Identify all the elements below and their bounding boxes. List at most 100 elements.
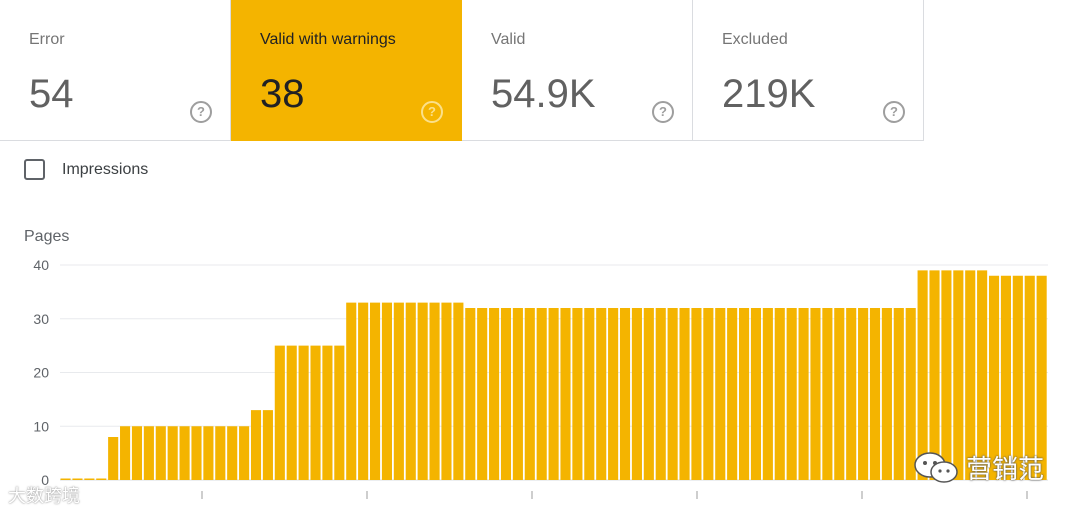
card-excluded[interactable]: Excluded 219K ? (693, 0, 924, 141)
bar (1024, 275, 1035, 480)
bar (893, 308, 904, 480)
bar (965, 270, 976, 480)
help-icon[interactable]: ? (190, 101, 212, 123)
bar (179, 426, 190, 480)
card-valid-with-warnings[interactable]: Valid with warnings 38 ? (231, 0, 462, 141)
y-tick-label: 20 (33, 365, 49, 381)
bar (262, 410, 273, 480)
bar (858, 308, 869, 480)
pages-bar-chart: 0 10 20 30 40 (33, 257, 1048, 499)
bar (988, 275, 1000, 480)
bar (96, 478, 107, 480)
bar (108, 437, 119, 480)
bar (786, 308, 797, 480)
y-tick-label: 10 (33, 418, 49, 434)
bar (405, 302, 416, 480)
bar (381, 302, 393, 480)
bar (608, 308, 619, 480)
bar (774, 308, 785, 480)
bar (977, 270, 988, 480)
bar (619, 308, 631, 480)
bar (548, 308, 559, 480)
bar (120, 426, 131, 480)
impressions-checkbox[interactable] (24, 159, 45, 180)
bar (191, 426, 202, 480)
bar (310, 345, 321, 480)
wechat-icon (914, 451, 958, 483)
help-icon[interactable]: ? (421, 101, 443, 123)
bar (560, 308, 571, 480)
bar (298, 345, 309, 480)
bar (227, 426, 238, 480)
bar (286, 345, 297, 480)
y-tick-label: 40 (33, 257, 49, 273)
card-label: Excluded (722, 31, 788, 48)
card-value: 54.9K (491, 72, 596, 116)
bar (477, 308, 488, 480)
impressions-label: Impressions (62, 160, 149, 178)
bar (596, 308, 607, 480)
bar (881, 308, 892, 480)
bar (869, 308, 881, 480)
bar (691, 308, 702, 480)
bar (429, 302, 440, 480)
bar (703, 308, 714, 480)
bar (346, 302, 357, 480)
bar (739, 308, 750, 480)
bar (667, 308, 678, 480)
card-value: 219K (722, 72, 816, 116)
card-value: 38 (260, 72, 305, 116)
card-label: Valid with warnings (260, 31, 396, 48)
bar (155, 426, 166, 480)
impressions-toggle[interactable]: Impressions (24, 159, 148, 180)
bar (1036, 275, 1047, 480)
bar (846, 308, 857, 480)
bar (465, 308, 476, 480)
card-label: Valid (491, 31, 526, 48)
bar (643, 308, 654, 480)
bar (441, 302, 452, 480)
bar (941, 270, 952, 480)
bar (750, 308, 762, 480)
bar (393, 302, 404, 480)
bar (215, 426, 226, 480)
bar (1000, 275, 1011, 480)
bar (929, 270, 940, 480)
bar (810, 308, 821, 480)
bar (358, 302, 369, 480)
bar (679, 308, 690, 480)
watermark-left: 大数跨境 (8, 486, 80, 507)
card-error[interactable]: Error 54 ? (0, 0, 231, 141)
bar (167, 426, 178, 480)
bar (239, 426, 250, 480)
bar (512, 308, 523, 480)
bar (798, 308, 809, 480)
bar (60, 478, 71, 480)
bar (84, 478, 95, 480)
bar (584, 308, 595, 480)
help-icon[interactable]: ? (883, 101, 905, 123)
card-valid[interactable]: Valid 54.9K ? (462, 0, 693, 141)
bar (917, 270, 928, 480)
bar (822, 308, 833, 480)
bar (572, 308, 583, 480)
bar (834, 308, 845, 480)
bar (203, 426, 214, 480)
bar (905, 308, 916, 480)
bar (536, 308, 547, 480)
bar (524, 308, 535, 480)
bar (631, 308, 642, 480)
bar (953, 270, 964, 480)
bar (655, 308, 666, 480)
bar (274, 345, 285, 480)
bar (489, 308, 500, 480)
bar (417, 302, 428, 480)
bar (131, 426, 143, 480)
help-icon[interactable]: ? (652, 101, 674, 123)
bar (143, 426, 154, 480)
bar (369, 302, 381, 480)
bar (322, 345, 333, 480)
bar (250, 410, 262, 480)
card-label: Error (29, 31, 65, 48)
status-cards: Error 54 ? Valid with warnings 38 ? Vali… (0, 0, 924, 142)
